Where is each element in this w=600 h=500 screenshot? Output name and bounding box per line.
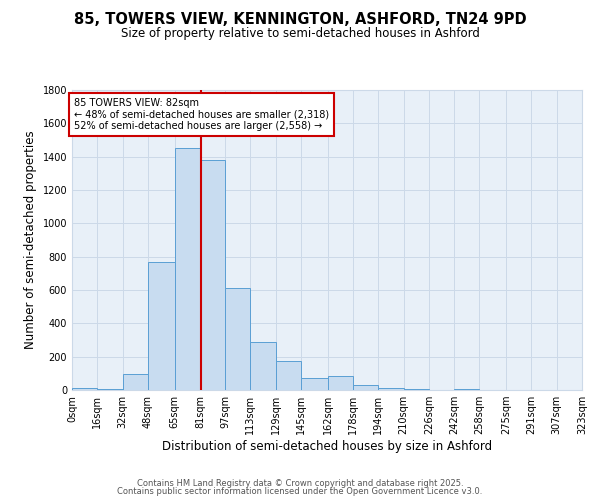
Bar	[72, 388, 97, 390]
Bar	[379, 388, 404, 390]
Bar	[275, 361, 301, 390]
Bar	[454, 389, 479, 390]
Bar	[148, 262, 175, 390]
Bar	[301, 378, 328, 390]
Text: Size of property relative to semi-detached houses in Ashford: Size of property relative to semi-detach…	[121, 28, 479, 40]
Bar	[353, 386, 379, 390]
Text: Contains public sector information licensed under the Open Government Licence v3: Contains public sector information licen…	[118, 487, 482, 496]
Text: 85, TOWERS VIEW, KENNINGTON, ASHFORD, TN24 9PD: 85, TOWERS VIEW, KENNINGTON, ASHFORD, TN…	[74, 12, 526, 28]
Bar	[328, 376, 353, 390]
X-axis label: Distribution of semi-detached houses by size in Ashford: Distribution of semi-detached houses by …	[162, 440, 492, 453]
Bar	[225, 288, 250, 390]
Bar	[250, 342, 275, 390]
Bar	[97, 389, 122, 390]
Text: 85 TOWERS VIEW: 82sqm
← 48% of semi-detached houses are smaller (2,318)
52% of s: 85 TOWERS VIEW: 82sqm ← 48% of semi-deta…	[74, 98, 329, 130]
Text: Contains HM Land Registry data © Crown copyright and database right 2025.: Contains HM Land Registry data © Crown c…	[137, 478, 463, 488]
Bar	[175, 148, 200, 390]
Bar	[200, 160, 225, 390]
Bar	[404, 389, 429, 390]
Bar	[122, 374, 148, 390]
Y-axis label: Number of semi-detached properties: Number of semi-detached properties	[24, 130, 37, 350]
